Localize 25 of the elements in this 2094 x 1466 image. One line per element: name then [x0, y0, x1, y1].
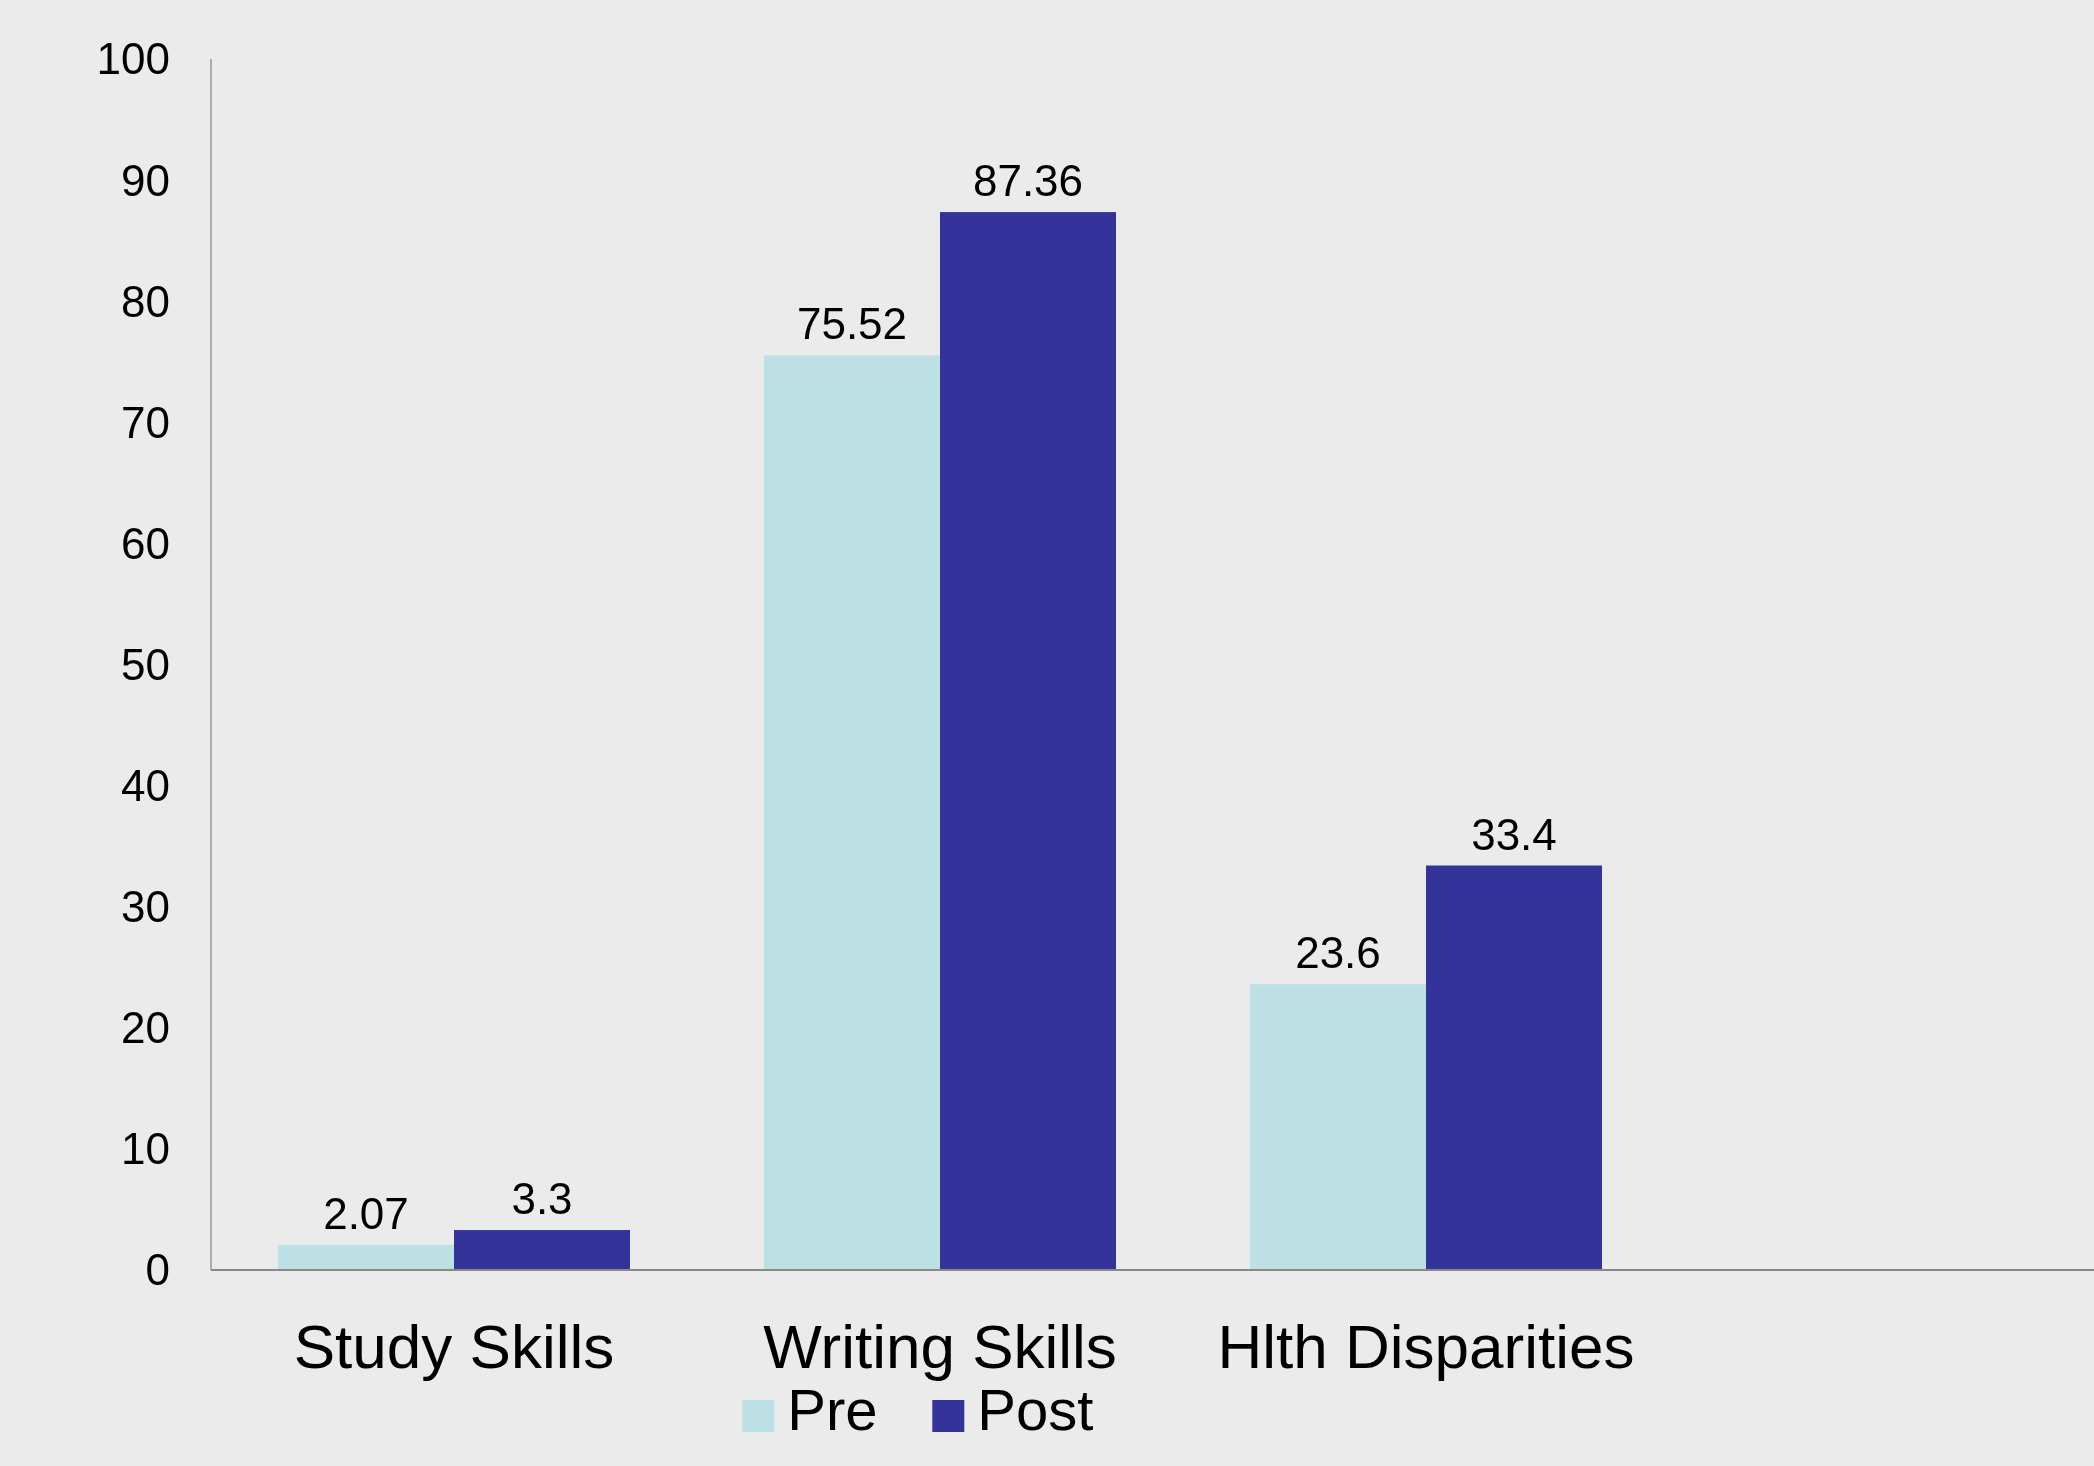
y-tick-label: 90 — [121, 155, 170, 205]
y-tick-label: 30 — [121, 882, 170, 932]
data-label: 23.6 — [1295, 928, 1381, 978]
y-tick-label: 40 — [121, 761, 170, 810]
bar — [1250, 984, 1426, 1270]
bar — [1426, 865, 1602, 1270]
y-tick-label: 20 — [121, 1003, 170, 1053]
y-tick-label: 10 — [121, 1124, 170, 1174]
x-tick-label: Study Skills — [293, 1311, 615, 1381]
bar — [454, 1230, 630, 1270]
y-tick-label: 60 — [121, 518, 170, 568]
data-label: 3.3 — [511, 1174, 573, 1224]
y-tick-label: 0 — [145, 1245, 170, 1295]
data-label: 2.07 — [323, 1188, 409, 1238]
data-label: 33.4 — [1471, 809, 1557, 859]
bar — [940, 212, 1116, 1270]
data-label: 75.52 — [796, 299, 908, 349]
x-tick-label: Hlth Disparities — [1217, 1311, 1635, 1381]
y-tick-label: 100 — [96, 34, 170, 84]
data-label: 87.36 — [972, 156, 1084, 206]
bar — [278, 1244, 454, 1270]
y-tick-label: 50 — [121, 639, 170, 689]
bar — [764, 355, 940, 1270]
y-tick-label: 70 — [121, 397, 170, 447]
y-tick-label: 80 — [121, 276, 170, 326]
